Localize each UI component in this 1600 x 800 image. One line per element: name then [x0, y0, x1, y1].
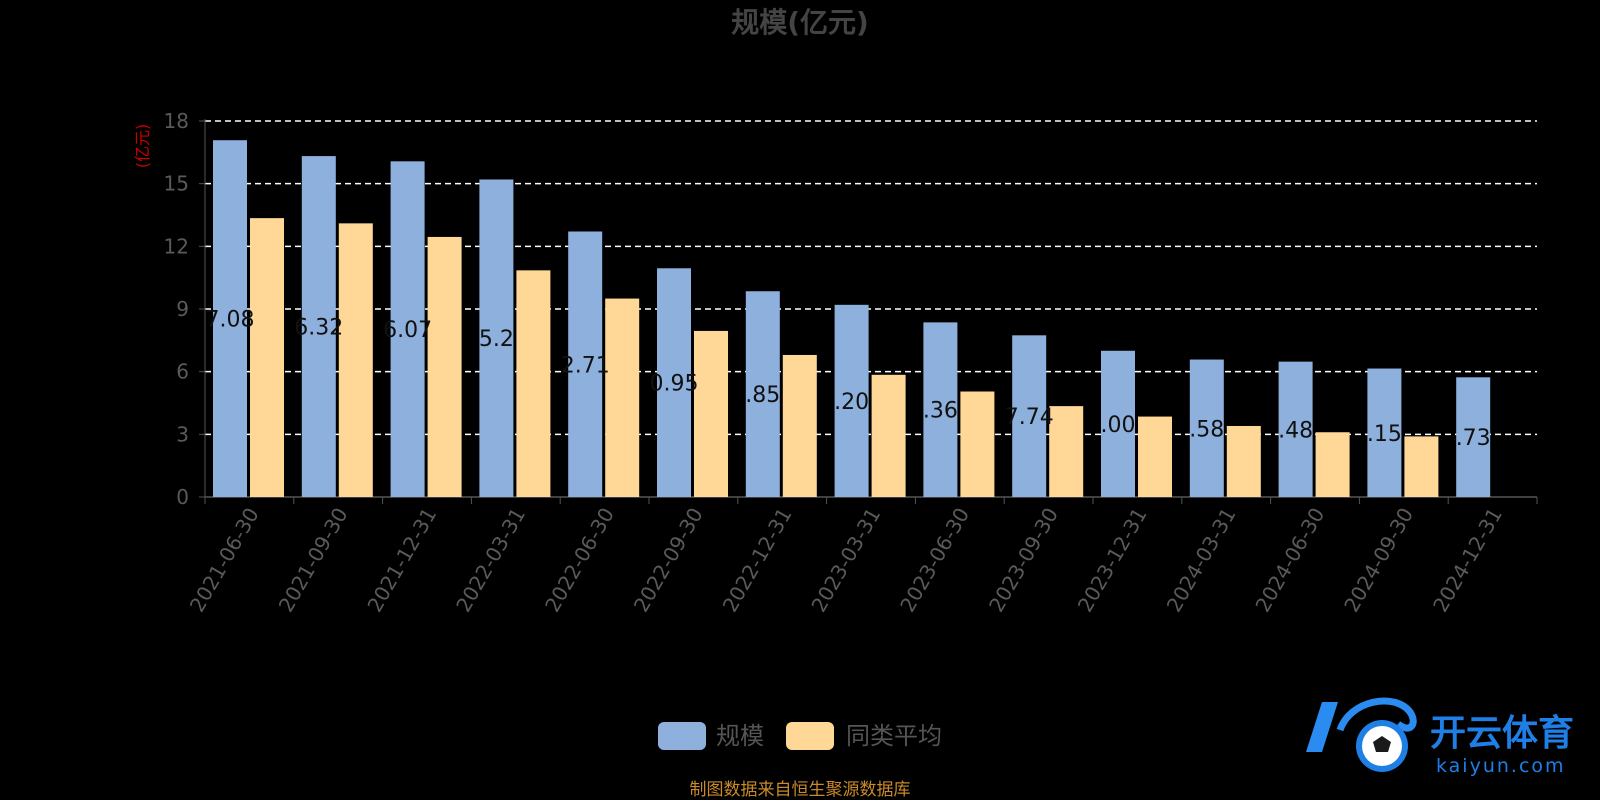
legend-swatch-scale[interactable] [658, 722, 706, 750]
y-tick-label-18: 18 [164, 109, 189, 133]
x-tick-label: 2024-06-30 [1250, 504, 1329, 617]
bar-scale-2023-12-31[interactable] [1101, 350, 1135, 497]
plot-area: 0 3 6 9 12 15 18 7.08 2021-06-30 6.32 2021-09-30 6.… [164, 109, 1538, 617]
data-label-scale: 0.95 [650, 372, 699, 397]
data-label-scale: .58 [1189, 417, 1224, 442]
bar-scale-2022-03-31[interactable] [479, 179, 514, 497]
x-tick-label: 2021-09-30 [274, 504, 353, 617]
data-label-scale: .20 [834, 390, 869, 415]
y-tick-label-6: 6 [176, 360, 189, 384]
bar-peer-average-2021-09-30[interactable] [338, 223, 373, 497]
x-tick-label: 2021-12-31 [362, 504, 441, 617]
data-label-scale: 2.71 [561, 353, 610, 378]
legend-label-scale[interactable]: 规模 [716, 722, 764, 750]
data-label-scale: .48 [1278, 418, 1313, 443]
legend-label-peer-average[interactable]: 同类平均 [846, 722, 942, 750]
bar-scale-2021-09-30[interactable] [301, 156, 336, 498]
bar-scale-2023-09-30[interactable] [1012, 335, 1047, 497]
y-axis-unit: (亿元) [133, 124, 152, 169]
bar-scale-2024-03-31[interactable] [1189, 359, 1224, 497]
bar-scale-2021-12-31[interactable] [390, 161, 425, 497]
x-tick-label: 2022-06-30 [540, 504, 619, 617]
logo-k-arm [1336, 697, 1417, 732]
bar-scale-2021-06-30[interactable] [213, 140, 247, 497]
x-tick-label: 2023-12-31 [1073, 504, 1152, 617]
x-tick-label: 2024-09-30 [1339, 504, 1418, 617]
bar-peer-average-2022-03-31[interactable] [516, 270, 551, 497]
y-tick-label-0: 0 [176, 485, 189, 509]
bar-scale-2022-09-30[interactable] [657, 268, 691, 497]
bar-scale-2024-09-30[interactable] [1367, 368, 1402, 497]
bar-peer-average-2021-06-30[interactable] [250, 218, 284, 497]
x-tick-label: 2024-12-31 [1428, 504, 1507, 617]
logo-brand-cn: 开云体育 [1430, 713, 1574, 754]
bar-peer-average-2022-12-31[interactable] [782, 354, 817, 497]
data-label-scale: 6.32 [294, 316, 343, 341]
x-tick-label: 2023-06-30 [895, 504, 974, 617]
bar-scale-2022-12-31[interactable] [745, 291, 780, 497]
data-label-scale: .36 [923, 399, 958, 424]
data-label-scale: 6.07 [383, 318, 432, 343]
x-tick-label: 2022-09-30 [629, 504, 708, 617]
bar-peer-average-2023-12-31[interactable] [1138, 416, 1172, 497]
data-label-scale: 7.74 [1005, 405, 1054, 430]
bar-peer-average-2024-09-30[interactable] [1404, 436, 1439, 497]
bar-peer-average-2024-06-30[interactable] [1315, 432, 1350, 497]
data-label-scale: .85 [745, 383, 780, 408]
bar-peer-average-2023-03-31[interactable] [871, 374, 906, 497]
x-tick-label: 2024-03-31 [1162, 504, 1241, 617]
bar-peer-average-2021-12-31[interactable] [427, 236, 462, 497]
data-source-note: 制图数据来自恒生聚源数据库 [690, 780, 911, 800]
legend: 规模 同类平均 [658, 722, 942, 750]
x-tick-label: 2023-09-30 [984, 504, 1063, 617]
x-tick-label: 2022-12-31 [718, 504, 797, 617]
bar-scale-2024-12-31[interactable] [1456, 377, 1491, 497]
logo-brand-en: kaiyun.com [1436, 755, 1566, 777]
y-tick-label-9: 9 [176, 297, 189, 321]
bar-scale-2022-06-30[interactable] [568, 231, 603, 497]
bar-peer-average-2023-06-30[interactable] [960, 391, 995, 497]
bar-peer-average-2022-09-30[interactable] [694, 330, 728, 497]
data-label-scale: .73 [1456, 426, 1491, 451]
data-label-scale: 7.08 [206, 308, 255, 333]
x-tick-label: 2023-03-31 [806, 504, 885, 617]
x-tick-label: 2022-03-31 [451, 504, 530, 617]
y-tick-label-12: 12 [164, 234, 189, 258]
logo-k-stem [1306, 702, 1338, 752]
bar-peer-average-2022-06-30[interactable] [605, 298, 640, 497]
data-label-scale: .15 [1367, 422, 1402, 447]
bar-peer-average-2023-09-30[interactable] [1049, 406, 1084, 497]
y-tick-label-15: 15 [164, 172, 189, 196]
x-tick-label: 2021-06-30 [185, 504, 264, 617]
bar-scale-2023-03-31[interactable] [834, 304, 869, 497]
soccer-ball-patch [1373, 736, 1391, 752]
data-label-scale: 5.2 [479, 327, 514, 352]
bar-scale-2024-06-30[interactable] [1278, 361, 1313, 497]
y-tick-label-3: 3 [176, 422, 189, 446]
legend-swatch-peer-average[interactable] [786, 722, 834, 750]
bar-peer-average-2024-03-31[interactable] [1226, 425, 1261, 497]
chart-title: 规模(亿元) [731, 6, 869, 39]
watermark-logo: 开云体育 kaiyun.com [1306, 697, 1574, 777]
data-label-scale: .00 [1101, 413, 1136, 438]
bar-scale-2023-06-30[interactable] [923, 322, 958, 497]
